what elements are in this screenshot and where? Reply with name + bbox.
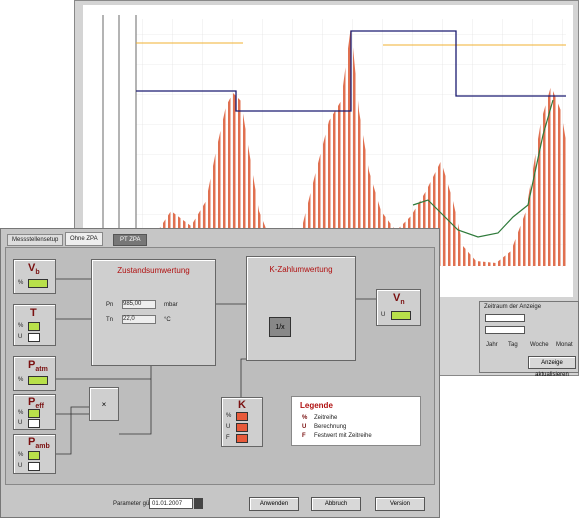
symbol-sub: atm bbox=[35, 366, 48, 374]
unit: % bbox=[18, 410, 24, 416]
unit: U bbox=[226, 424, 231, 430]
cancel-button[interactable]: Abbruch bbox=[311, 497, 361, 511]
limit-line bbox=[136, 42, 566, 46]
bars bbox=[136, 26, 566, 266]
unit: U bbox=[18, 463, 23, 469]
legend-key: F bbox=[302, 433, 306, 439]
field[interactable] bbox=[28, 333, 40, 342]
step-line bbox=[136, 30, 566, 112]
footer-label: Parameter gültig ab bbox=[113, 501, 166, 507]
date-field[interactable] bbox=[485, 314, 525, 322]
symbol-text: V bbox=[28, 262, 36, 274]
version-button[interactable]: Version bbox=[375, 497, 425, 511]
k-box: K % U F bbox=[221, 397, 263, 447]
symbol-text: P bbox=[28, 396, 36, 408]
symbol-text: P bbox=[28, 359, 36, 371]
field[interactable] bbox=[236, 423, 248, 432]
field[interactable] bbox=[28, 322, 40, 331]
symbol-text: P bbox=[28, 436, 36, 448]
legend-text: Berechnung bbox=[314, 424, 347, 430]
field[interactable] bbox=[28, 409, 40, 418]
unit: % bbox=[18, 377, 24, 383]
unit: % bbox=[18, 452, 24, 458]
input-patm: Patm % bbox=[13, 356, 56, 391]
connectors bbox=[56, 278, 376, 455]
symbol: Pamb bbox=[28, 436, 50, 450]
symbol: Vb bbox=[28, 262, 40, 276]
field[interactable] bbox=[28, 462, 40, 471]
tab[interactable]: Ohne ZPA bbox=[65, 232, 103, 246]
mode[interactable]: Tag bbox=[508, 342, 518, 348]
tab[interactable]: PT ZPA bbox=[113, 234, 148, 246]
row-value[interactable]: 985,00 bbox=[122, 300, 156, 309]
row-value[interactable]: 22,0 bbox=[122, 315, 156, 324]
op-box: 1/x bbox=[269, 317, 291, 337]
legend-title: Legende bbox=[300, 401, 333, 410]
symbol-sub: n bbox=[400, 299, 405, 307]
field[interactable] bbox=[28, 451, 40, 460]
legend: Legende % Zeitreihe U Berechnung F Festw… bbox=[291, 396, 421, 446]
input-peff: Peff % U bbox=[13, 394, 56, 430]
symbol-sub: eff bbox=[35, 403, 44, 411]
mode[interactable]: Jahr bbox=[486, 342, 498, 348]
legend-text: Festwert mit Zeitreihe bbox=[314, 433, 372, 439]
field[interactable] bbox=[28, 419, 40, 428]
unit: % bbox=[18, 280, 24, 286]
symbol-sub: amb bbox=[35, 443, 50, 451]
kzahl-box: K-Zahlumwertung 1/x bbox=[246, 256, 356, 361]
field[interactable] bbox=[28, 376, 48, 385]
row-unit: °C bbox=[164, 317, 171, 323]
date-field[interactable] bbox=[485, 326, 525, 334]
panel-title: Zeitraum der Anzeige bbox=[484, 304, 542, 310]
row-label: Tn bbox=[106, 317, 114, 323]
box-title: Zustandsumwertung bbox=[117, 266, 190, 275]
config-window: Messstellensetup Ohne ZPA PT ZPA Vb % T … bbox=[0, 228, 440, 518]
symbol: K bbox=[238, 399, 246, 411]
field[interactable] bbox=[236, 412, 248, 421]
row-unit: mbar bbox=[164, 302, 178, 308]
symbol: Vn bbox=[393, 292, 405, 306]
legend-text: Zeitreihe bbox=[314, 415, 338, 421]
refresh-button[interactable]: Anzeige aktualisieren bbox=[528, 356, 576, 378]
field[interactable] bbox=[236, 434, 248, 443]
tab[interactable]: Messstellensetup bbox=[7, 234, 64, 246]
symbol: Patm bbox=[28, 359, 48, 373]
apply-button[interactable]: Anwenden bbox=[249, 497, 299, 511]
series-line bbox=[412, 99, 554, 238]
input-pamb: Pamb % U bbox=[13, 434, 56, 474]
date-field[interactable]: 01.01.2007 bbox=[149, 498, 193, 509]
zustand-box: Zustandsumwertung Pn 985,00 mbar Tn 22,0… bbox=[91, 259, 216, 366]
unit: U bbox=[18, 420, 23, 426]
symbol: T bbox=[30, 307, 37, 319]
input-t: T % U bbox=[13, 304, 56, 346]
unit: U bbox=[18, 334, 23, 340]
date-picker[interactable] bbox=[194, 498, 203, 509]
mult-box: × bbox=[89, 387, 119, 421]
unit: U bbox=[381, 312, 386, 318]
legend-key: % bbox=[302, 415, 308, 421]
field[interactable] bbox=[391, 311, 411, 320]
input-vb: Vb % bbox=[13, 259, 56, 294]
box-title: K-Zahlumwertung bbox=[269, 265, 333, 274]
row-label: Pn bbox=[106, 302, 114, 308]
unit: % bbox=[226, 413, 232, 419]
unit: F bbox=[226, 435, 230, 441]
symbol-text: V bbox=[393, 292, 401, 304]
output-vn: Vn U bbox=[376, 289, 421, 326]
unit: % bbox=[18, 323, 24, 329]
mode[interactable]: Monat bbox=[556, 342, 573, 348]
field[interactable] bbox=[28, 279, 48, 288]
symbol-sub: b bbox=[35, 269, 40, 277]
mode[interactable]: Woche bbox=[530, 342, 549, 348]
range-panel: Zeitraum der Anzeige Jahr Tag Woche Mona… bbox=[479, 301, 579, 378]
legend-key: U bbox=[302, 424, 307, 430]
symbol: Peff bbox=[28, 396, 44, 410]
